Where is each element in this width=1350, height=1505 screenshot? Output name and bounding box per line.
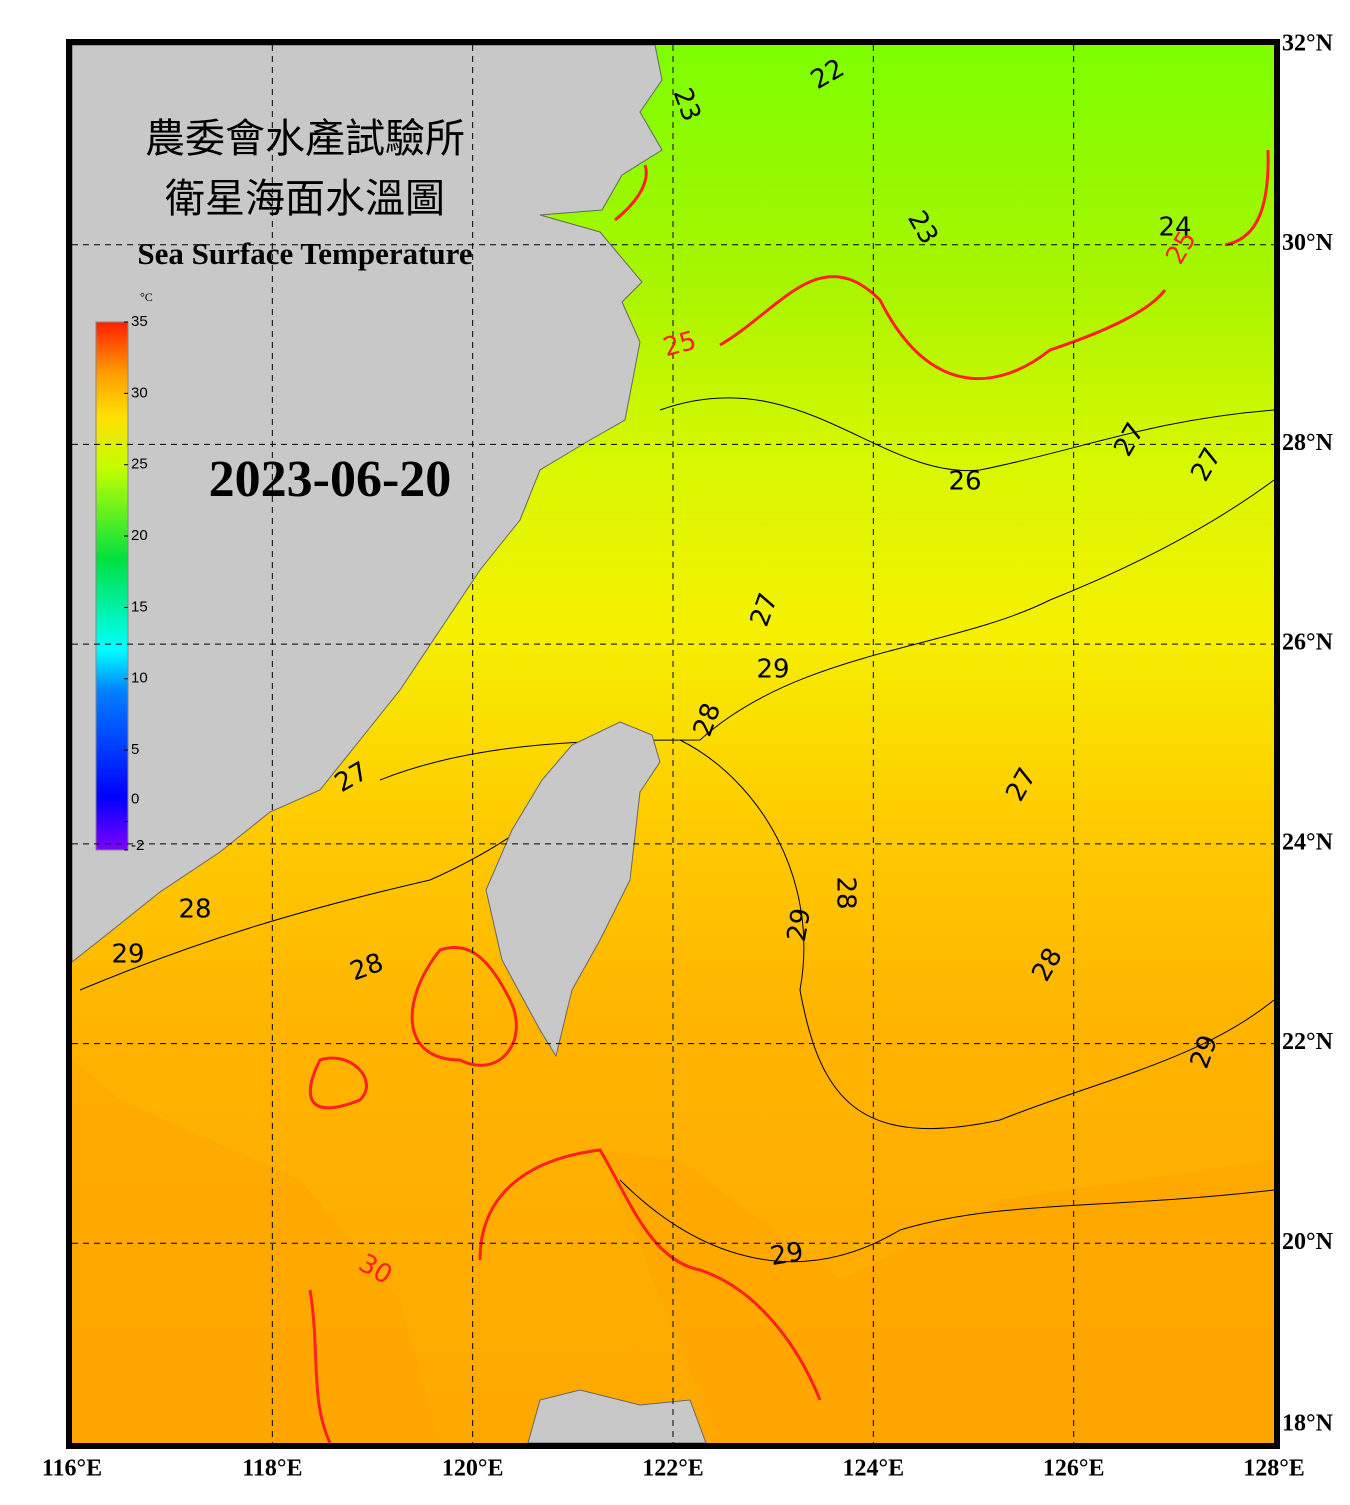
lon-label: 128°E <box>1243 1456 1305 1482</box>
lat-label: 32°N <box>1282 31 1334 57</box>
contour-label: 29 <box>768 1237 806 1272</box>
contour-label: 29 <box>111 940 144 970</box>
contour-label: 24 <box>1158 213 1191 243</box>
contour-label: 29 <box>756 655 789 685</box>
contours <box>79 397 1275 1263</box>
lat-label: 22°N <box>1282 1029 1334 1055</box>
colorbar-label: 35 <box>131 313 148 330</box>
lat-label: 24°N <box>1282 829 1334 855</box>
lon-label: 126°E <box>1043 1456 1105 1482</box>
contour-label: 28 <box>831 876 861 909</box>
lon-label: 120°E <box>442 1456 504 1482</box>
frame <box>66 39 1280 1449</box>
lat-label: 18°N <box>1282 1411 1334 1437</box>
subtitle: Sea Surface Temperature <box>137 236 472 271</box>
lon-label: 122°E <box>642 1456 704 1482</box>
contour-label: 28 <box>178 895 211 925</box>
lat-label: 30°N <box>1282 230 1334 256</box>
lat-label: 28°N <box>1282 430 1334 456</box>
colorbar-label: 15 <box>131 598 148 615</box>
colorbar-label: 5 <box>131 741 139 758</box>
contour-label: 26 <box>948 467 981 497</box>
colorbar-label: 10 <box>131 670 148 687</box>
lon-label: 124°E <box>843 1456 905 1482</box>
colorbar-unit: °C <box>140 290 153 304</box>
lon-label: 116°E <box>42 1456 102 1482</box>
colorbar-label: -2 <box>131 837 144 854</box>
warm-area <box>72 1060 1274 1443</box>
colorbar <box>95 321 129 851</box>
colorbar-label: 0 <box>131 790 139 807</box>
colorbar-label: 30 <box>131 384 148 401</box>
colorbar-label: 20 <box>131 527 148 544</box>
lat-label: 26°N <box>1282 630 1334 656</box>
highlight-contours <box>308 149 1270 1444</box>
lat-label: 20°N <box>1282 1229 1334 1255</box>
colorbar-label: 25 <box>131 456 148 473</box>
title-line2: 衛星海面水溫圖 <box>165 176 445 221</box>
date: 2023-06-20 <box>209 451 452 508</box>
taiwan <box>485 721 661 1058</box>
contour-label: 29 <box>782 906 817 944</box>
title-line1: 農委會水產試驗所 <box>145 116 465 161</box>
mainland <box>71 44 663 964</box>
lon-label: 118°E <box>242 1456 302 1482</box>
